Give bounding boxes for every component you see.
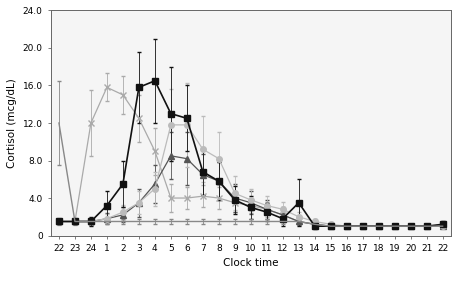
Y-axis label: Cortisol (mcg/dL): Cortisol (mcg/dL) <box>7 78 17 168</box>
X-axis label: Clock time: Clock time <box>223 259 279 268</box>
